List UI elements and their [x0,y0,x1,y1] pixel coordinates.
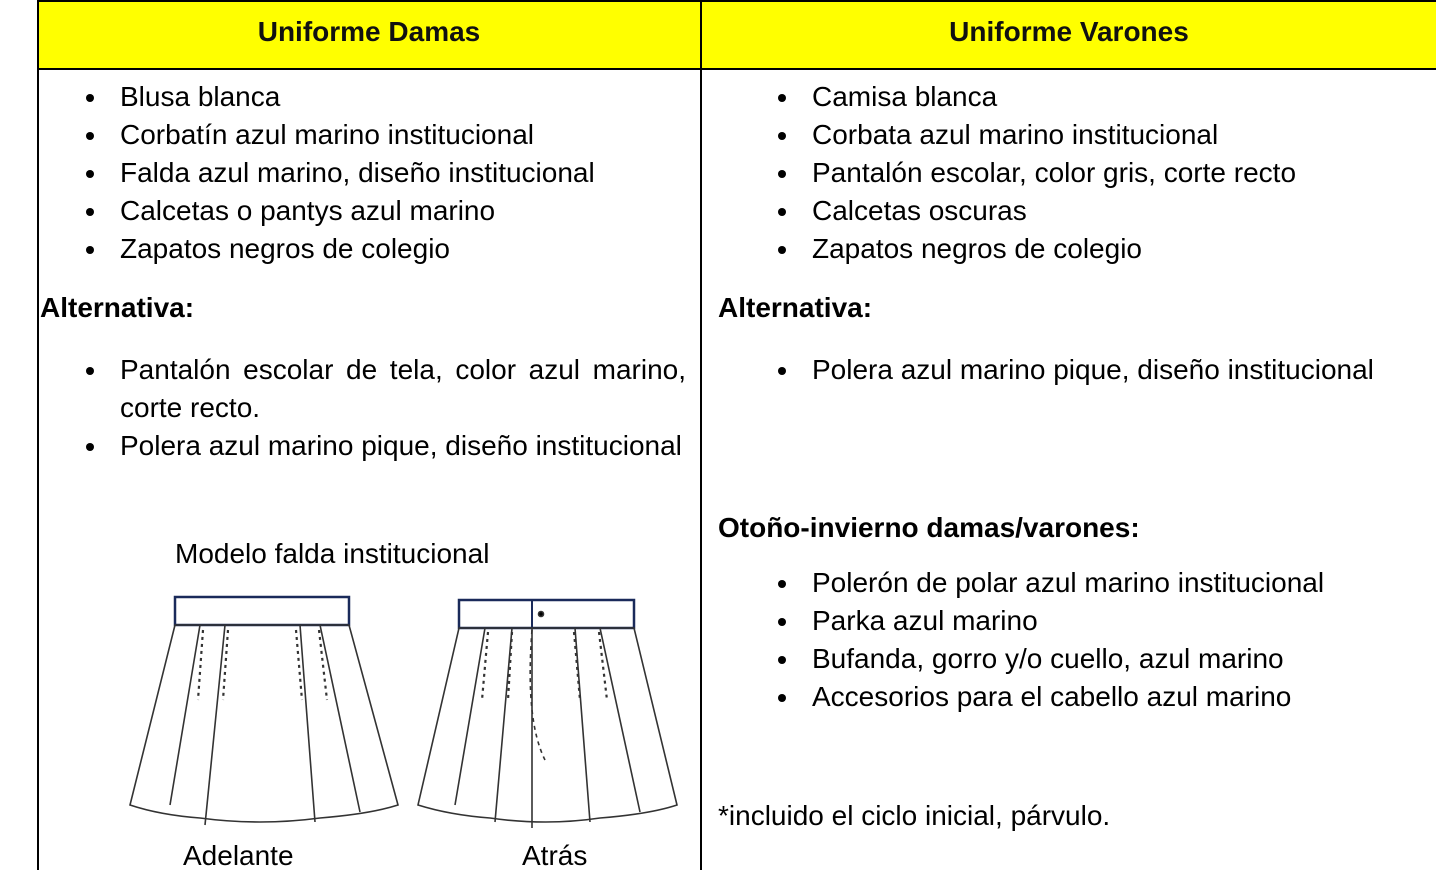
bullet-item: Corbatín azul marino institucional [86,116,686,154]
note: *incluido el ciclo inicial, párvulo. [718,800,1111,831]
bullet-item: Calcetas oscuras [778,192,1432,230]
bullet-item: Pantalón escolar de tela, color azul mar… [86,351,686,427]
section-heading: Otoño-invierno damas/varones: [718,512,1140,543]
bullet-item: Zapatos negros de colegio [778,230,1432,268]
bullet-item: Polerón de polar azul marino institucion… [778,564,1432,602]
skirt-drawings [129,595,678,828]
section-heading: Alternativa: [40,292,195,323]
skirt-front [129,595,399,826]
bullet-item: Parka azul marino [778,602,1432,640]
left-border [37,0,39,870]
bullet-item: Polera azul marino pique, diseño institu… [86,427,686,465]
bullet-item: Pantalón escolar, color gris, corte rect… [778,154,1432,192]
bullet-item: Accesorios para el cabello azul marino [778,678,1432,716]
column-divider [700,0,702,870]
figure-label: Adelante [183,840,294,871]
header-rule [38,68,1436,70]
header-right: Uniforme Varones [702,0,1436,68]
figure-caption: Modelo falda institucional [175,538,490,569]
header-left: Uniforme Damas [38,0,700,68]
bullet-item: Camisa blanca [778,78,1432,116]
section-heading: Alternativa: [718,292,873,323]
bullet-item: Calcetas o pantys azul marino [86,192,686,230]
bullet-item: Polera azul marino pique, diseño institu… [778,351,1436,389]
top-rule [38,0,1436,2]
figure-label: Atrás [522,840,588,871]
skirt-back [417,598,678,828]
bullet-item: Falda azul marino, diseño institucional [86,154,686,192]
bullet-item: Corbata azul marino institucional [778,116,1432,154]
bullet-item: Zapatos negros de colegio [86,230,686,268]
bullet-item: Bufanda, gorro y/o cuello, azul marino [778,640,1432,678]
bullet-item: Blusa blanca [86,78,686,116]
